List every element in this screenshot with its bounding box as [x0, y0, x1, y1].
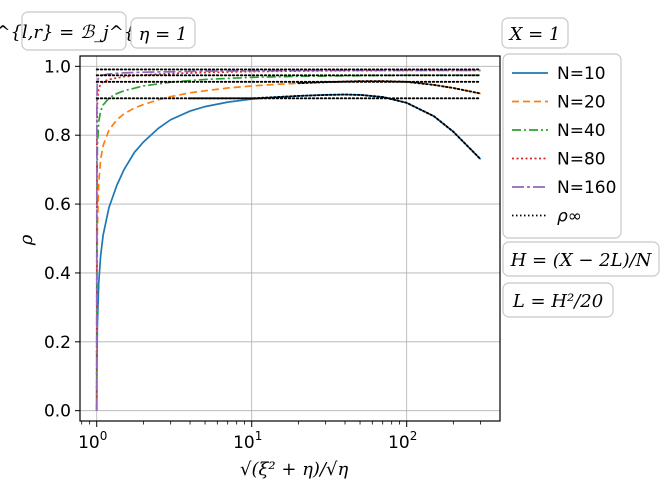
grid — [80, 56, 500, 421]
legend: N=10 N=20 N=40 N=80 N=160 ρ∞ — [502, 53, 622, 239]
annotation-x-text: X = 1 — [508, 24, 561, 45]
annotation-h: H = (X − 2L)/N — [502, 241, 660, 277]
legend-label-1: N=10 — [557, 64, 606, 84]
series-line-4 — [95, 69, 481, 411]
y-tick-label: 0.4 — [44, 264, 71, 284]
legend-label-3: N=40 — [557, 121, 606, 141]
y-tick-label: 0.0 — [44, 402, 71, 422]
y-axis-label: ρ — [16, 234, 37, 246]
annotation-block-eq-text: ℬ^{l,r} = ℬ_j^{l,r} — [0, 22, 167, 43]
series-line-2 — [95, 80, 481, 411]
series-line-6-6 — [297, 80, 482, 95]
y-tick-label: 0.2 — [44, 333, 71, 353]
series-2 — [95, 80, 481, 411]
series-6 — [95, 68, 482, 161]
x-tick-label: 101 — [233, 429, 262, 453]
y-tick-label: 1.0 — [44, 57, 71, 77]
legend-label-4: N=80 — [557, 150, 606, 170]
axes-frame — [79, 55, 501, 422]
annotation-l: L = H²/20 — [502, 282, 614, 318]
y-tick-label: 0.6 — [44, 195, 71, 215]
x-tick-label: 100 — [78, 429, 107, 453]
series-1 — [95, 93, 482, 411]
series-layer — [95, 68, 482, 411]
annotation-block-eq: ℬ^{l,r} = ℬ_j^{l,r} — [0, 11, 167, 51]
legend-entries: N=10 N=20 N=40 N=80 N=160 ρ∞ — [512, 64, 616, 227]
series-3 — [95, 74, 481, 411]
annotation-eta-text: η = 1 — [139, 24, 188, 45]
legend-label-6: ρ∞ — [557, 207, 582, 227]
annotation-h-text: H = (X − 2L)/N — [510, 250, 653, 271]
ticks: 0.0 0.2 0.4 0.6 0.8 1.0 100 101 102 — [44, 57, 482, 453]
x-tick-label: 102 — [388, 429, 417, 453]
x-axis-label: √(ξ² + η)/√η — [240, 459, 348, 480]
annotation-l-text: L = H²/20 — [512, 291, 603, 312]
x-axis-label-text: √(ξ² + η)/√η — [240, 459, 348, 480]
legend-label-5: N=160 — [557, 178, 616, 198]
series-line-1 — [95, 93, 482, 411]
legend-label-2: N=20 — [557, 93, 606, 113]
annotation-eta: η = 1 — [130, 17, 196, 49]
series-line-6-5 — [189, 93, 482, 161]
series-line-3 — [95, 74, 481, 411]
series-5 — [95, 69, 481, 411]
series-4 — [95, 69, 481, 411]
y-tick-label: 0.8 — [44, 126, 71, 146]
legend-frame — [502, 53, 622, 239]
series-line-5 — [95, 69, 481, 411]
annotation-x: X = 1 — [501, 17, 569, 49]
